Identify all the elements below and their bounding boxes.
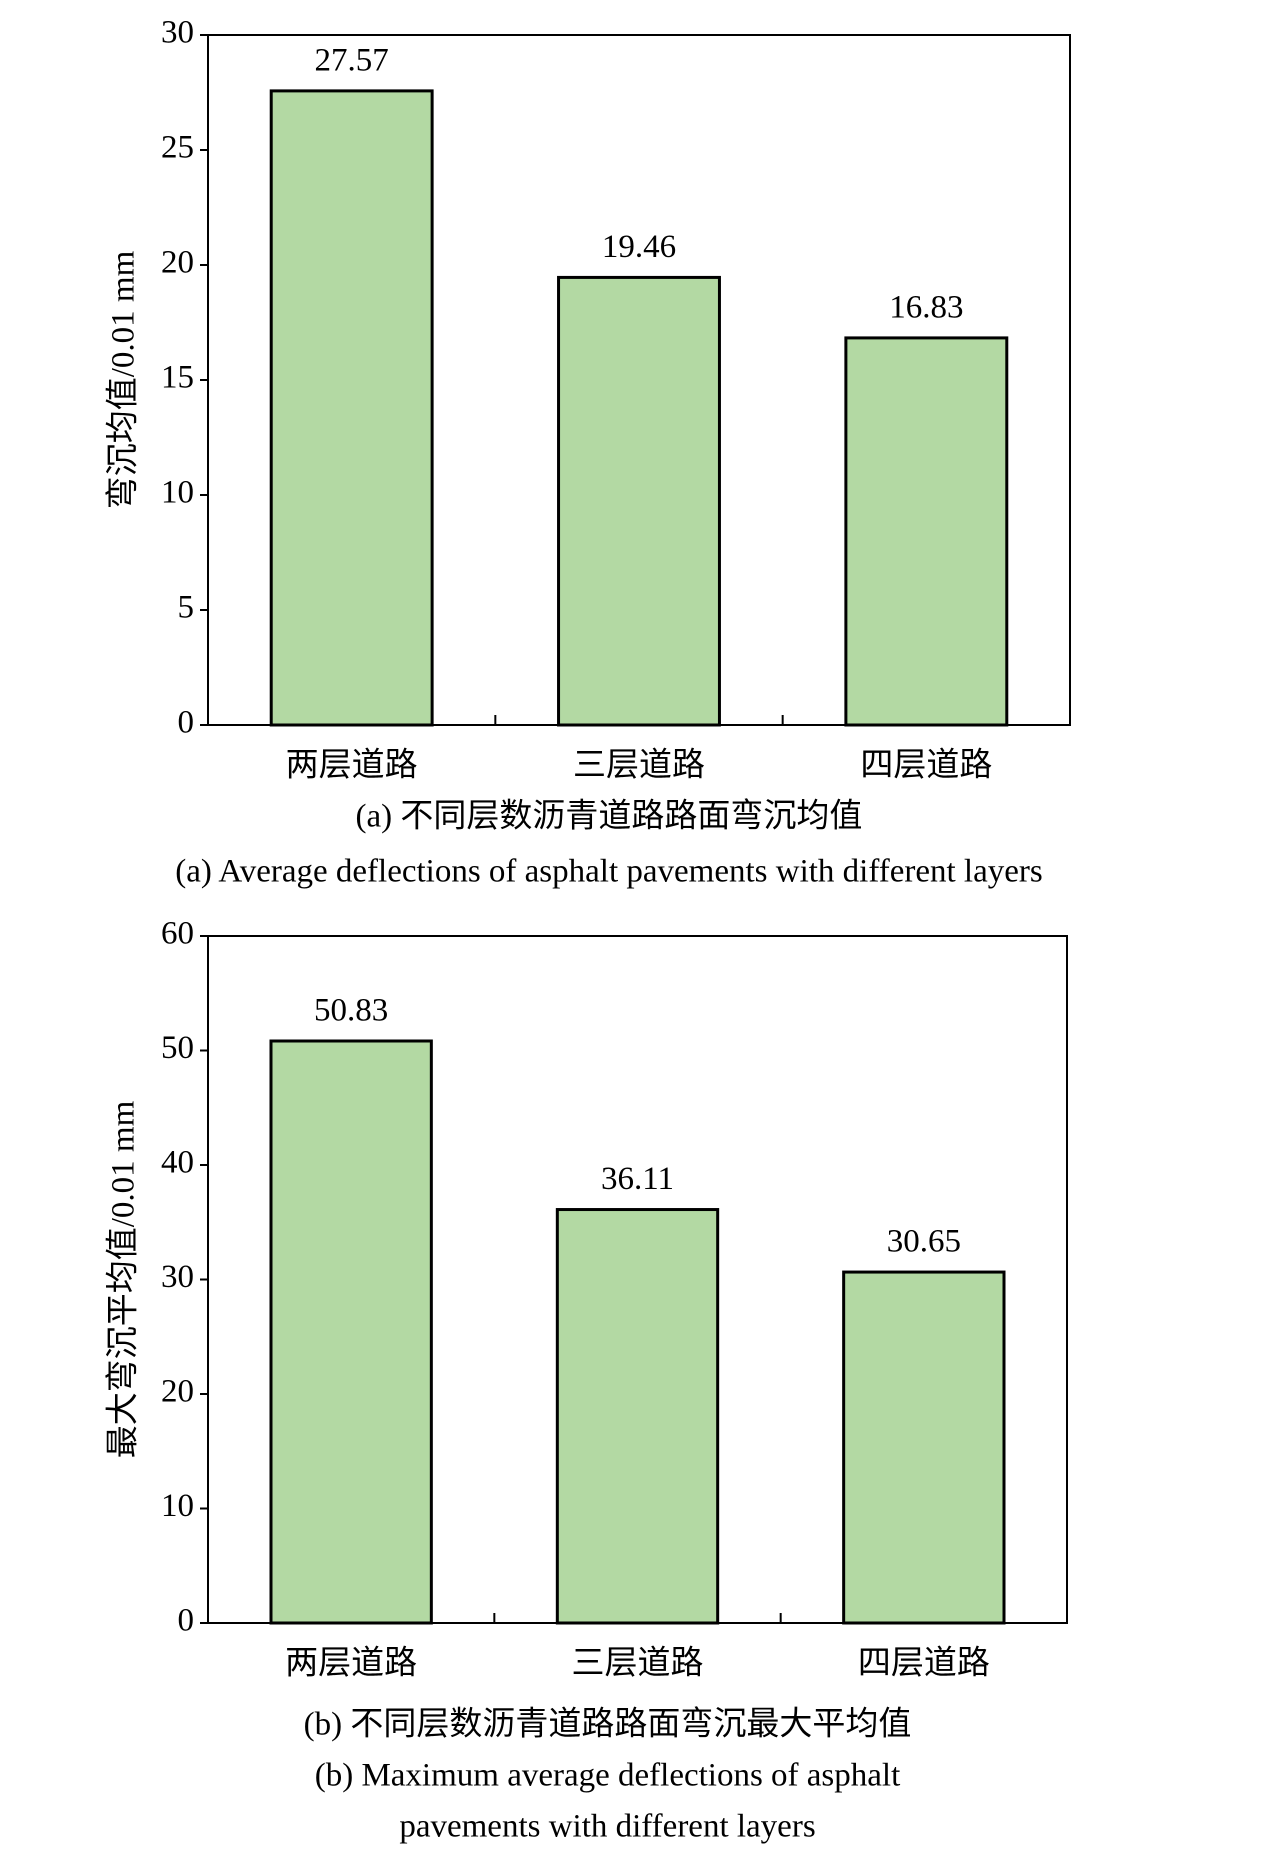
x-tick-label: 四层道路: [858, 1645, 990, 1682]
y-tick-label: 5: [178, 590, 195, 626]
y-tick-label: 25: [161, 130, 194, 166]
value-label: 16.83: [889, 289, 963, 325]
caption: (a) 不同层数沥青道路路面弯沉均值: [356, 798, 863, 835]
value-label: 36.11: [601, 1161, 674, 1197]
y-tick-label: 40: [161, 1145, 194, 1181]
caption: pavements with different layers: [399, 1809, 815, 1845]
x-tick-label: 两层道路: [286, 747, 418, 784]
y-tick-label: 0: [178, 1603, 195, 1639]
value-label: 50.83: [314, 993, 388, 1029]
bar: [842, 1270, 1006, 1625]
caption: (b) Maximum average deflections of aspha…: [315, 1758, 901, 1794]
y-tick-label: 0: [178, 705, 195, 741]
caption: (b) 不同层数沥青道路路面弯沉最大平均值: [304, 1706, 912, 1743]
x-tick-label: 三层道路: [573, 747, 705, 784]
value-label: 30.65: [887, 1224, 961, 1260]
bar: [269, 1039, 433, 1625]
y-axis-label: 最大弯沉平均值/0.01 mm: [105, 1100, 142, 1458]
y-tick-label: 50: [161, 1030, 194, 1066]
y-tick-label: 10: [161, 1488, 194, 1524]
y-tick-label: 10: [161, 475, 194, 511]
y-tick-label: 15: [161, 360, 194, 396]
y-axis-label: 弯沉均值/0.01 mm: [105, 250, 142, 509]
value-label: 19.46: [602, 229, 676, 265]
x-tick-label: 四层道路: [860, 747, 992, 784]
x-tick-label: 两层道路: [285, 1645, 417, 1682]
y-tick-label: 20: [161, 245, 194, 281]
bar: [844, 336, 1009, 727]
y-tick-label: 30: [161, 1259, 194, 1295]
x-tick-label: 三层道路: [572, 1645, 704, 1682]
y-tick-label: 30: [161, 15, 194, 51]
bar: [269, 89, 434, 727]
bar: [555, 1208, 720, 1625]
y-tick-label: 60: [161, 916, 194, 952]
caption: (a) Average deflections of asphalt pavem…: [175, 854, 1042, 890]
y-tick-label: 20: [161, 1374, 194, 1410]
value-label: 27.57: [315, 42, 389, 78]
bar: [557, 275, 721, 727]
